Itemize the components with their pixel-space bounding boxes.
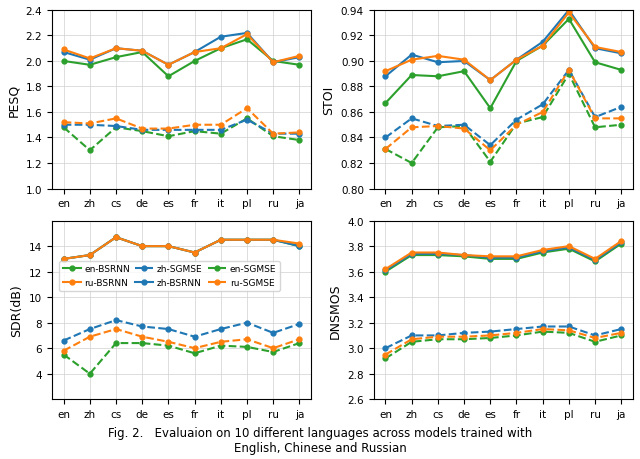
Line: ru-SGMSE: ru-SGMSE bbox=[61, 327, 302, 353]
zh-BSRNN bbox=[60, 257, 67, 262]
Y-axis label: PESQ: PESQ bbox=[7, 84, 20, 117]
zh-SGMSE bbox=[296, 321, 303, 327]
ru-BSRNN bbox=[243, 237, 251, 243]
en-SGMSE bbox=[296, 341, 303, 346]
en-BSRNN bbox=[296, 244, 303, 249]
ru-SGMSE bbox=[112, 326, 120, 332]
Y-axis label: STOI: STOI bbox=[323, 85, 335, 115]
en-SGMSE bbox=[191, 351, 198, 356]
ru-BSRNN bbox=[164, 244, 172, 249]
zh-BSRNN bbox=[296, 244, 303, 249]
en-BSRNN bbox=[86, 253, 93, 258]
Legend: en-BSRNN, ru-BSRNN, zh-SGMSE, zh-BSRNN, en-SGMSE, ru-SGMSE: en-BSRNN, ru-BSRNN, zh-SGMSE, zh-BSRNN, … bbox=[59, 261, 280, 291]
ru-SGMSE bbox=[60, 348, 67, 354]
Line: zh-BSRNN: zh-BSRNN bbox=[61, 235, 302, 262]
ru-BSRNN bbox=[60, 257, 67, 262]
ru-SGMSE bbox=[164, 339, 172, 345]
zh-SGMSE bbox=[243, 320, 251, 326]
zh-BSRNN bbox=[243, 237, 251, 243]
Text: Fig. 2.   Evaluaion on 10 different languages across models trained with
English: Fig. 2. Evaluaion on 10 different langua… bbox=[108, 426, 532, 454]
ru-BSRNN bbox=[191, 250, 198, 256]
en-BSRNN bbox=[217, 237, 225, 243]
Line: zh-SGMSE: zh-SGMSE bbox=[61, 318, 302, 343]
ru-SGMSE bbox=[243, 337, 251, 342]
zh-SGMSE bbox=[112, 318, 120, 323]
zh-SGMSE bbox=[138, 324, 146, 330]
Line: en-BSRNN: en-BSRNN bbox=[61, 235, 302, 262]
en-BSRNN bbox=[191, 250, 198, 256]
ru-BSRNN bbox=[217, 237, 225, 243]
Line: en-SGMSE: en-SGMSE bbox=[61, 341, 302, 376]
en-SGMSE bbox=[60, 352, 67, 358]
zh-BSRNN bbox=[269, 237, 277, 243]
en-BSRNN bbox=[269, 237, 277, 243]
zh-SGMSE bbox=[269, 330, 277, 336]
zh-SGMSE bbox=[217, 326, 225, 332]
en-BSRNN bbox=[164, 244, 172, 249]
zh-SGMSE bbox=[86, 326, 93, 332]
ru-SGMSE bbox=[86, 334, 93, 340]
zh-SGMSE bbox=[164, 326, 172, 332]
ru-BSRNN bbox=[86, 253, 93, 258]
zh-BSRNN bbox=[164, 244, 172, 249]
zh-SGMSE bbox=[191, 334, 198, 340]
zh-BSRNN bbox=[86, 253, 93, 258]
en-SGMSE bbox=[138, 341, 146, 346]
en-BSRNN bbox=[138, 244, 146, 249]
en-SGMSE bbox=[164, 343, 172, 349]
ru-SGMSE bbox=[191, 346, 198, 351]
en-SGMSE bbox=[243, 344, 251, 350]
Line: ru-BSRNN: ru-BSRNN bbox=[61, 235, 302, 262]
ru-BSRNN bbox=[138, 244, 146, 249]
ru-BSRNN bbox=[296, 241, 303, 247]
en-BSRNN bbox=[243, 237, 251, 243]
zh-BSRNN bbox=[217, 237, 225, 243]
ru-SGMSE bbox=[296, 337, 303, 342]
en-SGMSE bbox=[112, 341, 120, 346]
Y-axis label: DNSMOS: DNSMOS bbox=[329, 282, 342, 338]
zh-BSRNN bbox=[112, 235, 120, 241]
ru-SGMSE bbox=[217, 339, 225, 345]
ru-BSRNN bbox=[112, 235, 120, 241]
en-BSRNN bbox=[112, 235, 120, 241]
en-SGMSE bbox=[217, 343, 225, 349]
ru-BSRNN bbox=[269, 237, 277, 243]
ru-SGMSE bbox=[269, 346, 277, 351]
zh-BSRNN bbox=[138, 244, 146, 249]
ru-SGMSE bbox=[138, 334, 146, 340]
zh-BSRNN bbox=[191, 250, 198, 256]
en-SGMSE bbox=[86, 371, 93, 377]
en-SGMSE bbox=[269, 349, 277, 355]
Y-axis label: SDR(dB): SDR(dB) bbox=[10, 284, 23, 336]
en-BSRNN bbox=[60, 257, 67, 262]
zh-SGMSE bbox=[60, 338, 67, 343]
